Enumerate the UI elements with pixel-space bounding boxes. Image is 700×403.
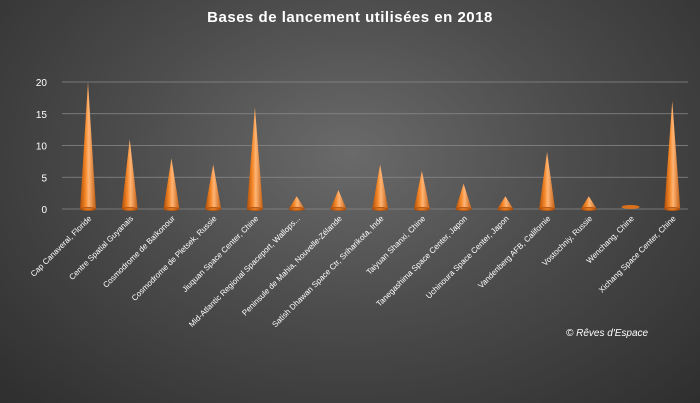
cones — [80, 82, 681, 211]
y-tick-label: 10 — [36, 142, 48, 153]
cone-bar — [413, 170, 430, 211]
cone-body — [246, 107, 263, 209]
cone-body — [539, 151, 556, 209]
cone-base — [163, 207, 180, 211]
cone-body — [330, 189, 347, 209]
cone-body — [288, 196, 305, 209]
y-axis-ticks: 0 5 10 15 20 — [36, 78, 48, 216]
cone-base — [664, 207, 681, 211]
cone-base — [539, 207, 556, 211]
cone-base — [80, 207, 96, 211]
cone-bar — [539, 151, 556, 211]
x-tick-label: Cosmodrome de Pletsek, Russie — [130, 214, 219, 303]
x-tick-label: Cosmodrome de Baïkonour — [101, 214, 177, 290]
y-tick-label: 15 — [36, 110, 48, 121]
x-tick-label: Tanegashima Space Center, Japon — [375, 214, 469, 308]
cone-bar — [330, 189, 347, 211]
cone-body — [497, 196, 514, 209]
cone-base — [205, 207, 222, 211]
cone-base — [413, 207, 430, 211]
cone-body — [580, 196, 597, 209]
cone-bar — [288, 196, 305, 211]
chart-title: Bases de lancement utilisées en 2018 — [207, 9, 493, 26]
x-tick-label: Jiuquan Space Center, Chine — [180, 214, 260, 294]
cone-bar — [580, 196, 597, 211]
copyright-note: © Rêves d'Espace — [566, 328, 649, 339]
cone-body — [372, 164, 389, 209]
cone-bar — [80, 82, 96, 211]
cone-bar — [455, 183, 472, 211]
x-tick-label: Uchinoura Space Center, Japon — [424, 214, 511, 301]
cone-body — [80, 82, 96, 209]
cone-base — [455, 207, 472, 211]
cone-bar — [372, 164, 389, 211]
cone-body — [413, 170, 430, 209]
cone-base — [121, 207, 138, 211]
cone-body — [121, 139, 138, 209]
cone-bar — [121, 139, 138, 211]
cone-body — [163, 158, 180, 209]
cone-base — [330, 207, 347, 211]
gridlines — [62, 81, 688, 210]
cone-base-empty — [621, 205, 640, 209]
cone-bar — [497, 196, 514, 211]
cone-base — [372, 207, 389, 211]
y-tick-label: 5 — [41, 173, 47, 184]
cone-bar — [246, 107, 263, 211]
x-tick-label: Xichang Space Center, Chine — [597, 214, 678, 295]
cone-base — [288, 207, 305, 211]
cone-body — [455, 183, 472, 209]
cone-body — [664, 101, 681, 209]
cone-body — [205, 164, 222, 209]
cone-bar — [664, 101, 681, 211]
cone-bar — [205, 164, 222, 211]
x-tick-label: Vandenberg AFB, Californie — [476, 214, 552, 290]
cone-bar — [621, 205, 640, 209]
cone-bar — [163, 158, 180, 211]
y-tick-label: 20 — [36, 78, 48, 89]
cone-base — [580, 207, 597, 211]
y-tick-label: 0 — [41, 205, 47, 216]
cone-base — [246, 207, 263, 211]
cone-base — [497, 207, 514, 211]
